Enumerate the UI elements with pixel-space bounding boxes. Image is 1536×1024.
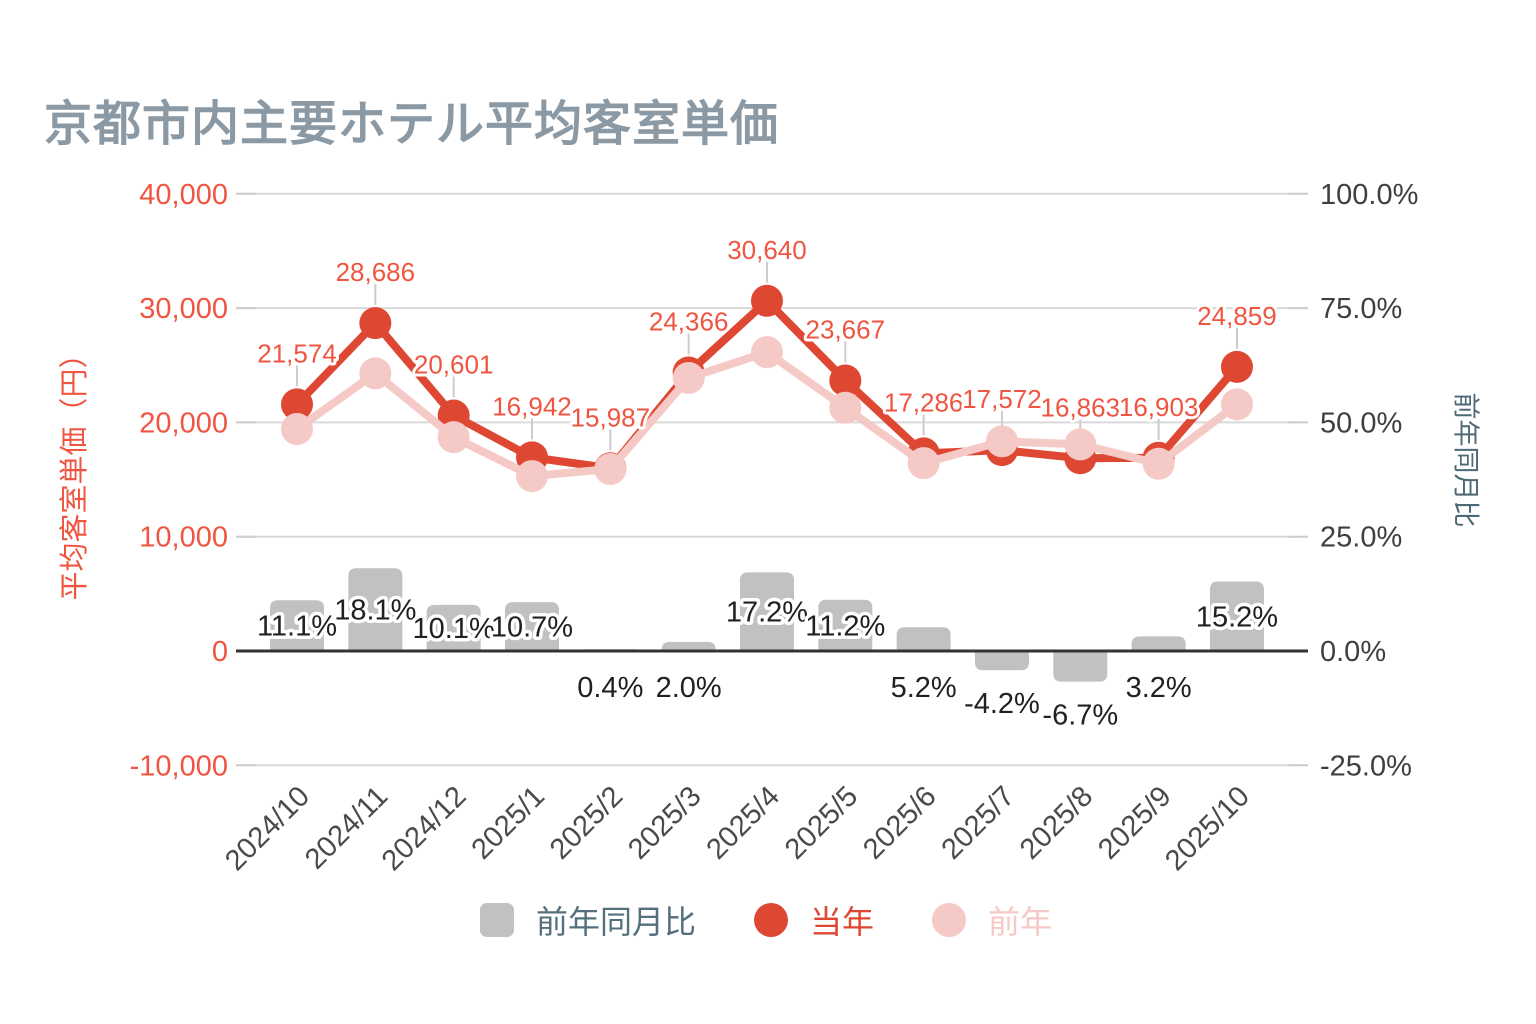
current-year-point[interactable] [281,388,313,421]
current-year-value-label: 15,987 [571,402,651,432]
right-axis-tick-label: 0.0% [1320,636,1386,668]
current-year-marker-icon [753,903,788,937]
x-axis-tick-label: 2024/11 [299,780,394,875]
yoy-bar[interactable] [1209,581,1264,651]
current-year-value-label: 24,366 [649,306,729,336]
previous-year-point[interactable] [515,460,548,493]
yoy-bar-value-label: 3.2% [1126,672,1192,704]
yoy-bar[interactable] [818,599,873,651]
yoy-bar-value-label: 5.2% [891,672,957,704]
previous-year-point[interactable] [829,391,862,424]
previous-year-point[interactable] [907,447,940,480]
x-axis-tick-label: 2025/7 [936,780,1021,865]
previous-year-point[interactable] [359,357,392,390]
right-axis-tick-label: 75.0% [1320,293,1402,325]
current-year-value-label: 16,863 [1041,392,1121,422]
previous-year-point[interactable] [281,413,313,446]
current-year-value-label: 16,903 [1119,392,1199,422]
previous-year-point[interactable] [672,361,705,394]
right-axis-tick-label: 25.0% [1320,522,1402,554]
chart-title: 京都市内主要ホテル平均客室単価 [44,98,780,151]
current-year-value-label: 20,601 [414,350,494,380]
x-axis-tick-label: 2025/6 [857,780,942,865]
yoy-bar-value-label: 10.7% [491,612,573,644]
left-axis-tick-label: -10,000 [130,750,228,782]
left-axis-tick-label: 10,000 [139,522,228,554]
yoy-bar-value-label: 15.2% [1196,601,1278,633]
left-axis-tick-label: 40,000 [139,179,228,211]
yoy-bar-value-label: 18.1% [334,595,416,627]
yoy-bar[interactable] [739,572,794,651]
current-year-value-label: 23,667 [806,314,886,344]
current-year-value-label: 17,572 [962,384,1042,414]
left-axis-title: 平均客室単価（円） [59,339,91,601]
current-year-value-label: 28,686 [336,257,416,287]
left-axis-tick-label: 30,000 [139,293,228,325]
legend-label-current-year: 当年 [809,904,874,940]
previous-year-point[interactable] [1142,447,1175,480]
yoy-bar-value-label: 11.2% [805,610,885,642]
x-axis-tick-label: 2025/4 [701,780,786,865]
x-axis-tick-label: 2024/10 [219,780,316,877]
previous-year-point[interactable] [985,425,1018,458]
yoy-bar-value-label: 0.4% [577,672,643,704]
yoy-bar[interactable] [348,568,403,651]
x-axis-tick-label: 2025/1 [466,780,551,865]
yoy-bar[interactable] [504,602,559,651]
right-axis-tick-label: 100.0% [1320,179,1418,211]
current-year-value-label: 16,942 [492,391,572,421]
yoy-bar[interactable] [1053,651,1108,682]
current-year-value-label: 21,574 [257,338,337,368]
right-axis-tick-label: 50.0% [1320,407,1402,439]
yoy-bar-value-label: -6.7% [1042,700,1118,732]
yoy-bar[interactable] [896,627,951,651]
previous-year-point[interactable] [594,453,627,486]
current-year-point[interactable] [829,364,862,397]
previous-year-point[interactable] [1064,428,1097,461]
x-axis-tick-label: 2025/10 [1159,780,1256,877]
current-year-point[interactable] [750,284,783,317]
yoy-bar[interactable] [426,604,481,651]
current-year-value-label: 24,859 [1197,301,1277,331]
legend-item-yoy[interactable]: 前年同月比 [479,897,696,943]
left-axis-tick-label: 20,000 [139,407,228,439]
current-year-point[interactable] [359,307,392,340]
yoy-bar[interactable] [974,651,1029,671]
previous-year-point[interactable] [1220,388,1253,421]
yoy-bar[interactable] [270,600,324,651]
yoy-bar-value-label: 11.1% [257,611,337,643]
previous-year-marker-icon [932,903,966,937]
current-year-point[interactable] [1220,350,1253,383]
yoy-bar-value-label: 2.0% [656,672,722,704]
previous-year-point[interactable] [750,336,783,369]
x-axis-tick-label: 2025/8 [1014,780,1099,865]
chart-legend: 前年同月比 当年 前年 [240,897,1292,943]
yoy-bar[interactable] [661,641,716,651]
current-year-value-label: 30,640 [727,235,807,265]
legend-label-yoy: 前年同月比 [535,904,696,940]
right-axis-tick-label: -25.0% [1320,750,1412,782]
yoy-bar-value-label: -4.2% [964,688,1040,720]
previous-year-point[interactable] [437,421,470,454]
legend-item-previous-year[interactable]: 前年 [932,897,1052,943]
current-year-value-label: 17,286 [884,387,964,417]
yoy-bar-value-label: 17.2% [726,597,808,629]
x-axis-tick-label: 2025/2 [544,780,629,865]
legend-label-previous-year: 前年 [988,904,1053,940]
yoy-bar-value-label: 10.1% [413,613,495,645]
x-axis-tick-label: 2025/3 [622,780,707,865]
legend-item-current-year[interactable]: 当年 [753,897,874,943]
left-axis-tick-label: 0 [212,636,228,668]
x-axis-tick-label: 2024/12 [376,780,473,877]
yoy-bar[interactable] [1131,636,1186,651]
right-axis-title: 前年同月比 [1450,392,1481,528]
bar-series-swatch-icon [479,903,514,937]
x-axis-tick-label: 2025/5 [779,780,864,865]
